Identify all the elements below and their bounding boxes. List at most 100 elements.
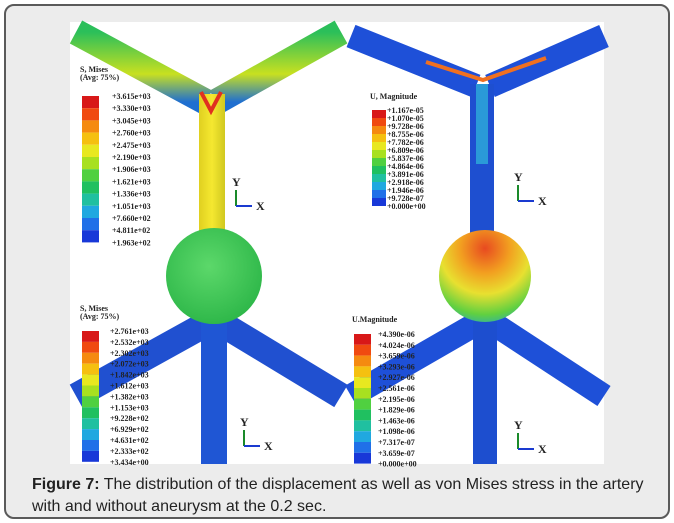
legend-value: +1.621e+03	[112, 177, 151, 186]
legend-value: +2.761e+03	[110, 327, 149, 336]
artery-trunk	[473, 312, 497, 464]
artery-trunk	[199, 94, 225, 236]
aneurysm	[166, 228, 262, 324]
legend-swatch	[354, 442, 371, 453]
legend-swatch	[354, 420, 371, 431]
legend-value: +6.929e+02	[110, 425, 149, 434]
legend-title: U, Magnitude	[370, 92, 418, 101]
legend-swatch	[372, 158, 386, 166]
caption-label: Figure 7:	[32, 476, 100, 493]
legend-swatch	[82, 230, 99, 242]
legend-value: +3.434e+00	[110, 458, 149, 467]
legend-swatch	[372, 182, 386, 190]
figure: S, Mises(Avg: 75%)+3.615e+03+3.330e+03+3…	[6, 6, 668, 517]
legend-swatch	[354, 377, 371, 388]
legend-subtitle: (Avg: 75%)	[80, 312, 120, 321]
legend-swatch	[354, 410, 371, 421]
legend-swatch	[354, 345, 371, 356]
legend-value: +3.330e+03	[112, 104, 151, 113]
legend-value: +2.195e-06	[378, 395, 415, 404]
axis-label-x: X	[256, 199, 265, 213]
legend-value: +1.336e+03	[112, 190, 151, 199]
legend-value: +4.631e+02	[110, 436, 149, 445]
legend-value: +2.333e+02	[110, 447, 149, 456]
legend-subtitle: (Avg: 75%)	[80, 73, 120, 82]
legend-swatch	[354, 399, 371, 410]
legend-value: +1.612e+03	[110, 382, 149, 391]
axis-label-x: X	[264, 439, 273, 453]
legend-swatch	[372, 126, 386, 134]
caption: Figure 7: The distribution of the displa…	[32, 474, 662, 518]
legend-swatch	[82, 386, 99, 397]
legend-value: +1.098e-06	[378, 427, 415, 436]
legend-value: +0.000e+00	[378, 460, 417, 469]
axis-label-y: Y	[240, 415, 249, 429]
legend-swatch	[372, 190, 386, 198]
axis-label-y: Y	[514, 418, 523, 432]
legend-title: U.Magnitude	[352, 315, 398, 324]
legend-value: +1.051e+03	[112, 202, 151, 211]
legend-value: +2.475e+03	[112, 141, 151, 150]
legend-value: +1.463e-06	[378, 416, 415, 425]
legend-swatch	[354, 453, 371, 464]
legend-swatch	[82, 375, 99, 386]
legend-swatch	[372, 174, 386, 182]
axis-label-x: X	[538, 442, 547, 456]
legend-swatch	[82, 218, 99, 230]
legend-swatch	[82, 331, 99, 342]
legend-value: +7.317e-07	[378, 438, 415, 447]
legend-value: +9.228e+02	[110, 414, 149, 423]
legend-value: +1.906e+03	[112, 165, 151, 174]
legend-swatch	[354, 334, 371, 345]
legend-swatch	[82, 451, 99, 462]
legend-value: +3.659e-07	[378, 449, 415, 458]
legend-swatch	[372, 142, 386, 150]
legend-value: +2.072e+03	[110, 360, 149, 369]
artery-trunk	[201, 314, 227, 464]
legend-swatch	[354, 366, 371, 377]
legend-value: +2.532e+03	[110, 338, 149, 347]
legend-swatch	[82, 396, 99, 407]
legend-value: +7.660e+02	[112, 214, 151, 223]
legend-swatch	[82, 145, 99, 157]
legend-swatch	[82, 342, 99, 353]
legend-value: +1.963e+02	[112, 238, 151, 247]
figure-frame: S, Mises(Avg: 75%)+3.615e+03+3.330e+03+3…	[4, 4, 670, 519]
axis-label-x: X	[538, 194, 547, 208]
legend-swatch	[82, 364, 99, 375]
legend-swatch	[82, 407, 99, 418]
legend-swatch	[372, 150, 386, 158]
legend-swatch	[372, 166, 386, 174]
legend-value: +3.659e-06	[378, 352, 415, 361]
axis-label-y: Y	[232, 175, 241, 189]
legend-value: +3.045e+03	[112, 116, 151, 125]
legend-value: +1.153e+03	[110, 403, 149, 412]
legend-swatch	[82, 206, 99, 218]
legend-value: +3.615e+03	[112, 92, 151, 101]
legend-swatch	[82, 194, 99, 206]
legend-value: +2.190e+03	[112, 153, 151, 162]
legend-swatch	[82, 120, 99, 132]
legend-value: +0.000e+00	[387, 202, 426, 211]
legend-swatch	[82, 353, 99, 364]
legend-swatch	[82, 181, 99, 193]
legend-swatch	[82, 429, 99, 440]
legend-value: +1.382e+03	[110, 392, 149, 401]
legend-swatch	[82, 440, 99, 451]
legend-swatch	[82, 157, 99, 169]
artery-trunk-shade	[476, 84, 488, 164]
legend-swatch	[82, 108, 99, 120]
legend-value: +1.829e-06	[378, 406, 415, 415]
legend-swatch	[82, 133, 99, 145]
legend-value: +2.927e-06	[378, 373, 415, 382]
legend-value: +1.842e+03	[110, 371, 149, 380]
legend-value: +4.811e+02	[112, 226, 150, 235]
legend-value: +4.390e-06	[378, 330, 415, 339]
legend-value: +2.760e+03	[112, 129, 151, 138]
legend-swatch	[372, 134, 386, 142]
legend-swatch	[372, 198, 386, 206]
caption-text: The distribution of the displacement as …	[32, 476, 644, 515]
legend-value: +3.293e-06	[378, 362, 415, 371]
legend-swatch	[372, 110, 386, 118]
legend-swatch	[354, 356, 371, 367]
